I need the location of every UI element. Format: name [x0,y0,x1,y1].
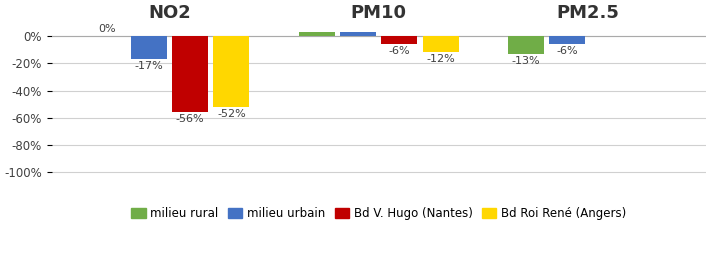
Text: -17%: -17% [134,61,163,71]
Bar [550,36,585,44]
Bar [299,32,334,36]
Text: -56%: -56% [176,115,204,124]
Legend: milieu rural, milieu urbain, Bd V. Hugo (Nantes), Bd Roi René (Angers): milieu rural, milieu urbain, Bd V. Hugo … [127,202,630,225]
Text: 0%: 0% [99,24,116,34]
Bar [214,36,249,107]
Text: -6%: -6% [557,46,578,56]
Text: -13%: -13% [512,56,540,66]
Bar [131,36,167,59]
Bar [340,32,376,36]
Text: PM2.5: PM2.5 [557,4,620,22]
Text: -12%: -12% [427,54,455,64]
Text: -6%: -6% [388,46,410,56]
Bar [508,36,544,54]
Bar [423,36,459,52]
Text: -52%: -52% [217,109,246,119]
Bar [172,36,208,112]
Text: PM10: PM10 [351,4,407,22]
Text: NO2: NO2 [148,4,191,22]
Bar [381,36,417,44]
